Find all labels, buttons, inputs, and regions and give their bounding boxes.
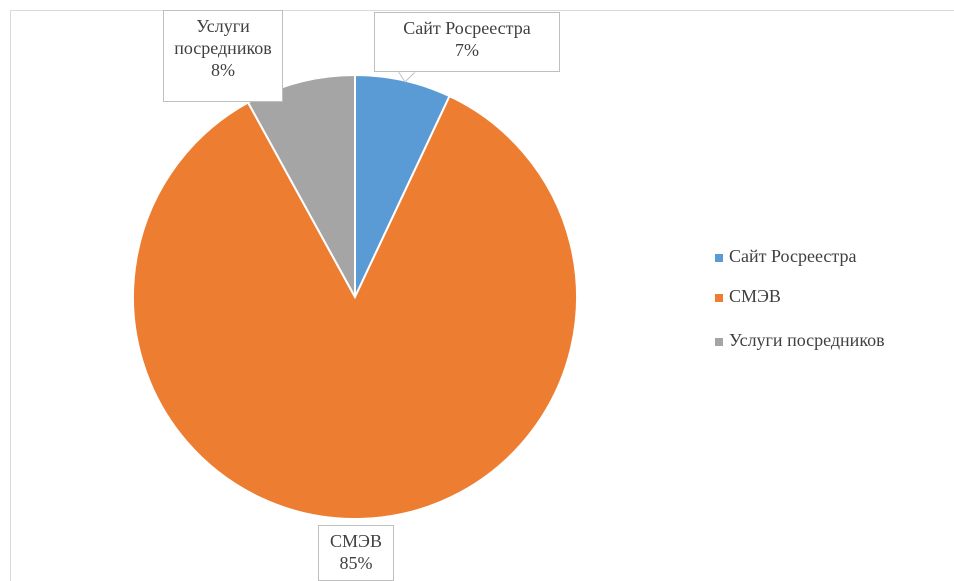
pie-slice [132,94,578,520]
data-label: Сайт Росреестра 7% [374,12,560,72]
legend-label: СМЭВ [729,286,781,306]
legend-marker [715,338,723,346]
data-label-value: 8% [211,60,235,80]
data-label-category: Услуги посредников [174,16,272,58]
data-label: Услуги посредников 8% [163,10,283,102]
data-label: СМЭВ 85% [318,525,394,581]
data-label-category: Сайт Росреестра [403,18,531,38]
chart-frame [10,10,954,581]
data-label-value: 85% [339,553,373,573]
legend-label: Услуги посредников [729,330,885,350]
data-label-category: СМЭВ [330,531,382,551]
data-label-value: 7% [455,40,479,60]
legend-label: Сайт Росреестра [729,246,857,266]
legend-marker [715,294,723,302]
legend-marker [715,254,723,262]
